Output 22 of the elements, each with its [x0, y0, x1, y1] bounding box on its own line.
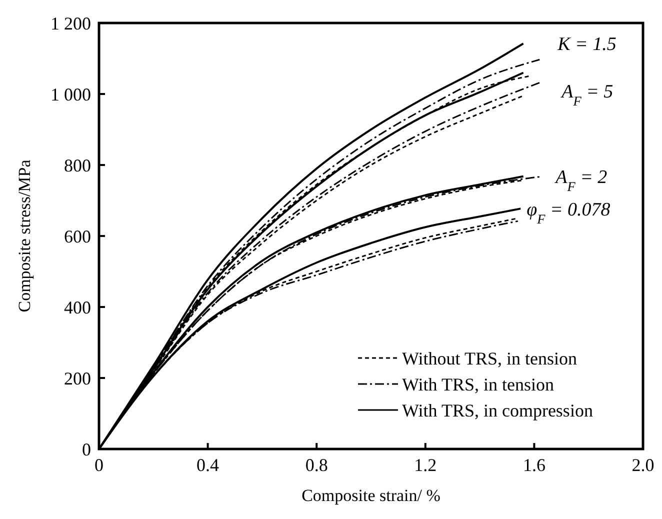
y-tick-label: 400	[64, 297, 91, 318]
annotation: A$_{F}$ = 2	[554, 167, 608, 194]
x-tick-label: 0.4	[196, 455, 220, 475]
x-tick-label: 1.2	[414, 455, 437, 475]
x-tick-label: 0.8	[305, 455, 328, 475]
y-tick-label: 1 200	[50, 13, 91, 34]
annotation: A$_{F}$ = 5	[560, 81, 614, 108]
y-tick-label: 800	[64, 155, 91, 176]
legend-label: Without TRS, in tension	[402, 348, 577, 368]
y-axis-title: Composite stress/MPa	[15, 159, 34, 312]
x-axis-title: Composite strain/ %	[302, 486, 440, 505]
x-tick-label: 0	[94, 455, 104, 475]
y-tick-label: 0	[82, 439, 91, 460]
legend-label: With TRS, in tension	[402, 374, 554, 394]
y-tick-label: 200	[64, 368, 91, 388]
x-tick-label: 1.6	[522, 455, 546, 475]
x-tick-label: 2.0	[632, 455, 654, 475]
y-tick-label: 600	[64, 226, 91, 246]
annotation: K = 1.5	[556, 34, 616, 56]
y-tick-label: 1 000	[50, 84, 91, 104]
annotation: φ$_{F}$ = 0.078	[526, 199, 611, 226]
legend-label: With TRS, in compression	[402, 400, 593, 420]
